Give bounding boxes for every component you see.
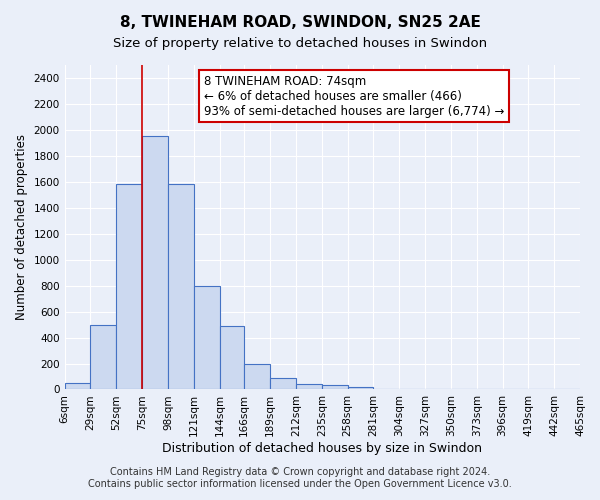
Bar bbox=[194, 286, 220, 390]
Text: Size of property relative to detached houses in Swindon: Size of property relative to detached ho… bbox=[113, 38, 487, 51]
Text: Contains HM Land Registry data © Crown copyright and database right 2024.
Contai: Contains HM Land Registry data © Crown c… bbox=[88, 468, 512, 489]
Bar bbox=[244, 364, 270, 390]
Bar bbox=[91, 324, 116, 390]
Bar bbox=[168, 184, 194, 390]
Bar bbox=[220, 326, 244, 390]
Text: 8 TWINEHAM ROAD: 74sqm
← 6% of detached houses are smaller (466)
93% of semi-det: 8 TWINEHAM ROAD: 74sqm ← 6% of detached … bbox=[204, 74, 504, 118]
Bar bbox=[270, 378, 296, 390]
Text: 8, TWINEHAM ROAD, SWINDON, SN25 2AE: 8, TWINEHAM ROAD, SWINDON, SN25 2AE bbox=[119, 15, 481, 30]
Y-axis label: Number of detached properties: Number of detached properties bbox=[15, 134, 28, 320]
Bar bbox=[142, 136, 168, 390]
Bar bbox=[65, 383, 91, 390]
Bar bbox=[116, 184, 142, 390]
Bar bbox=[347, 387, 373, 390]
Bar bbox=[322, 385, 347, 390]
X-axis label: Distribution of detached houses by size in Swindon: Distribution of detached houses by size … bbox=[163, 442, 482, 455]
Bar bbox=[296, 384, 322, 390]
